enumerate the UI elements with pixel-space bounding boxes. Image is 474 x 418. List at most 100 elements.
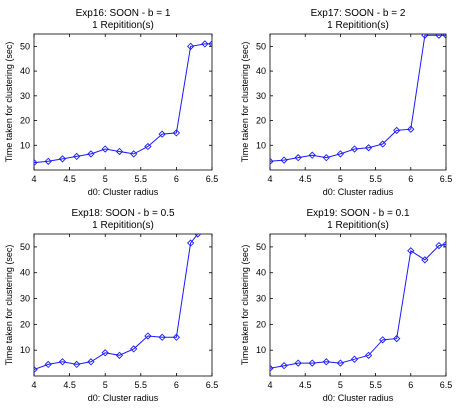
- data-point-marker: [322, 358, 330, 366]
- x-axis-label: d0: Cluster radius: [323, 393, 394, 403]
- data-point-marker: [115, 147, 124, 156]
- data-point-marker: [172, 129, 181, 137]
- data-point-marker: [130, 150, 138, 158]
- y-axis-label: Time taken for clustering (sec): [240, 245, 250, 366]
- data-point-marker: [442, 34, 446, 39]
- y-tick-label: 30: [256, 91, 266, 101]
- x-axis-label: d0: Cluster radius: [88, 393, 159, 403]
- data-point-marker: [34, 365, 38, 374]
- y-tick-label: 20: [20, 116, 30, 126]
- data-point-marker: [435, 241, 443, 250]
- chart-panel-exp16: Exp16: SOON - b = 11 Repitition(s) 4 4.5 5 5…: [4, 8, 218, 197]
- y-tick-label: 30: [20, 91, 30, 101]
- data-point-marker: [44, 360, 52, 369]
- x-tick-label: 6: [408, 380, 413, 390]
- data-point-marker: [187, 42, 195, 51]
- chart-title: Exp17: SOON - b = 2: [311, 8, 406, 19]
- data-point-marker: [294, 153, 302, 162]
- data-point-marker: [421, 34, 429, 39]
- data-point-marker: [270, 157, 274, 165]
- data-point-marker: [336, 359, 345, 367]
- y-tick-label: 20: [20, 319, 30, 329]
- plot-frame: [269, 233, 447, 377]
- data-point-marker: [393, 126, 401, 135]
- data-point-marker: [364, 144, 373, 152]
- data-point-marker: [115, 351, 124, 359]
- y-tick-label: 40: [256, 66, 266, 76]
- chart-title: Exp18: SOON - b = 0.5: [71, 208, 175, 219]
- data-point-marker: [158, 333, 166, 341]
- data-point-marker: [350, 355, 359, 363]
- data-point-marker: [73, 152, 81, 161]
- chart-panel-exp19: Exp19: SOON - b = 0.11 Repitition(s) 4 4.5…: [240, 208, 452, 403]
- chart-subtitle: 1 Repitition(s): [92, 20, 154, 31]
- data-point-marker: [144, 142, 152, 151]
- series-line: [270, 34, 446, 162]
- chart-subtitle: 1 Repitition(s): [327, 220, 389, 231]
- x-tick-label: 6.5: [440, 174, 453, 184]
- x-tick-label: 6: [174, 174, 179, 184]
- data-point-marker: [58, 358, 67, 366]
- y-tick-label: 50: [256, 41, 266, 51]
- data-point-marker: [130, 345, 138, 353]
- data-point-marker: [172, 333, 181, 341]
- x-tick-label: 5: [103, 174, 108, 184]
- y-tick-label: 50: [20, 242, 30, 252]
- data-point-marker: [73, 360, 81, 369]
- x-tick-label: 5: [338, 174, 343, 184]
- data-point-marker: [87, 150, 95, 158]
- chart-title: Exp16: SOON - b = 1: [76, 8, 171, 19]
- data-point-marker: [101, 145, 109, 153]
- data-point-marker: [421, 256, 429, 264]
- x-tick-label: 6.5: [206, 380, 219, 390]
- x-tick-label: 4.5: [63, 174, 76, 184]
- series-line: [34, 43, 212, 164]
- x-tick-label: 5.5: [369, 380, 382, 390]
- chart-title: Exp19: SOON - b = 0.1: [306, 208, 410, 219]
- chart-panel-exp17: Exp17: SOON - b = 21 Repitition(s) 4 4.5 5 5…: [240, 8, 452, 197]
- y-axis-label: Time taken for clustering (sec): [240, 42, 250, 163]
- data-point-marker: [435, 34, 443, 39]
- data-point-marker: [280, 362, 288, 370]
- data-point-marker: [364, 351, 373, 359]
- data-point-marker: [294, 359, 302, 367]
- series-line: [270, 243, 446, 369]
- data-point-marker: [308, 151, 316, 159]
- x-tick-label: 4.5: [63, 380, 76, 390]
- data-point-marker: [201, 40, 209, 48]
- data-point-marker: [407, 247, 415, 255]
- data-point-marker: [58, 155, 67, 163]
- data-point-marker: [87, 358, 95, 366]
- x-axis-label: d0: Cluster radius: [323, 187, 394, 197]
- x-tick-label: 4: [31, 380, 36, 390]
- x-tick-label: 6.5: [440, 380, 453, 390]
- data-point-marker: [336, 150, 345, 158]
- plot-frame: [33, 233, 213, 377]
- x-tick-label: 4: [267, 174, 272, 184]
- data-series: [270, 34, 446, 165]
- data-point-marker: [407, 125, 415, 133]
- chart-subtitle: 1 Repitition(s): [92, 220, 154, 231]
- data-point-marker: [379, 140, 387, 148]
- x-tick-label: 6: [408, 174, 413, 184]
- y-tick-label: 50: [20, 41, 30, 51]
- y-tick-label: 10: [20, 345, 30, 355]
- data-point-marker: [379, 336, 387, 344]
- y-tick-label: 10: [256, 345, 266, 355]
- y-tick-label: 20: [256, 319, 266, 329]
- x-tick-label: 5: [103, 380, 108, 390]
- x-tick-label: 5: [338, 380, 343, 390]
- x-tick-label: 4: [31, 174, 36, 184]
- x-axis-label: d0: Cluster radius: [88, 187, 159, 197]
- data-series: [270, 240, 446, 372]
- y-tick-label: 30: [20, 294, 30, 304]
- y-tick-label: 40: [20, 268, 30, 278]
- y-tick-label: 10: [256, 140, 266, 150]
- x-tick-label: 5.5: [135, 380, 148, 390]
- data-point-marker: [101, 349, 109, 357]
- y-tick-label: 50: [256, 242, 266, 252]
- y-tick-label: 40: [20, 66, 30, 76]
- plot-frame: [33, 33, 213, 171]
- series-line: [34, 234, 199, 370]
